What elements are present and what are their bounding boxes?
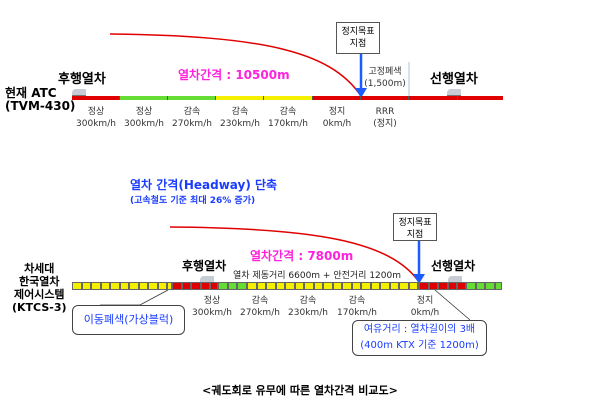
segment-label: 정지 0km/h <box>410 296 440 318</box>
segment-label: 감속 270km/h <box>240 296 280 318</box>
fixed-block-label: 고정폐색 (1,500m) <box>364 67 406 89</box>
track-cell <box>157 282 167 290</box>
arrow-down-icon <box>413 274 425 284</box>
headway-title: 열차 간격(Headway) 단축 <box>130 178 278 192</box>
track-cell <box>167 282 172 290</box>
track-cell <box>485 282 495 290</box>
braking-curve-top <box>109 33 362 97</box>
track-cell <box>438 282 448 290</box>
headway-subtitle: (고속철도 기준 최대 26% 증가) <box>130 196 256 206</box>
segment-label: 정상 300km/h <box>124 107 164 129</box>
train-icon <box>72 89 86 96</box>
track-cell <box>100 282 110 290</box>
arrow-down-icon <box>355 88 367 98</box>
margin-callout: 여유거리 : 열차길이의 3배 (400m KTX 기준 1200m) <box>352 320 487 356</box>
leader-train-label: 선행열차 <box>430 72 478 87</box>
segment-label: 정지 0km/h <box>322 107 352 129</box>
segment-label: 감속 170km/h <box>337 296 377 318</box>
segment-label: 정상 300km/h <box>192 296 232 318</box>
track-cell <box>191 282 201 290</box>
track-cell <box>172 282 182 290</box>
track-cell <box>399 282 409 290</box>
track-cell <box>361 282 371 290</box>
track-cell <box>304 282 314 290</box>
track-cell <box>351 282 361 290</box>
segment-label: 감속 230km/h <box>220 107 260 129</box>
segment-label: 감속 170km/h <box>268 107 308 129</box>
track-cell <box>494 282 502 290</box>
track-cell <box>110 282 120 290</box>
track-cell <box>419 282 429 290</box>
track-cell <box>380 282 390 290</box>
track-cell <box>237 282 247 290</box>
track-cell <box>342 282 352 290</box>
follower-train-label: 후행열차 <box>58 72 106 87</box>
follower-train-label: 후행열차 <box>182 259 227 273</box>
segment-label: RRR (정지) <box>373 107 397 129</box>
track-cell <box>389 282 399 290</box>
moving-block-callout: 이동폐색(가상블럭) <box>72 305 185 335</box>
headway-label: 열차간격 : 10500m <box>178 68 290 82</box>
segment-label: 감속 230km/h <box>288 296 328 318</box>
system-label: (TVM-430) <box>5 99 76 113</box>
braking-curve-bottom <box>169 226 420 283</box>
track-cell <box>475 282 485 290</box>
track-cell <box>408 282 418 290</box>
stop-target-box: 정지목표 지점 <box>336 22 380 54</box>
track-cell <box>247 282 257 290</box>
track-cell <box>200 282 210 290</box>
track-cell <box>119 282 129 290</box>
system-label: 차세대 한국열차 제어시스템 (KTCS-3) <box>12 262 67 314</box>
track-cell <box>285 282 295 290</box>
train-icon <box>447 89 461 96</box>
track-cell <box>91 282 101 290</box>
track-cell <box>266 282 276 290</box>
track-cell <box>129 282 139 290</box>
track-cell <box>72 282 82 290</box>
stop-target-box: 정지목표 지점 <box>393 213 437 241</box>
track-cell <box>457 282 466 290</box>
track-cell <box>466 282 476 290</box>
distance-label: 열차 제동거리 6600m + 안전거리 1200m <box>233 271 401 281</box>
track-cell <box>227 282 237 290</box>
track-cell <box>332 282 342 290</box>
caption: <궤도회로 유무에 따른 열차간격 비교도> <box>202 384 398 397</box>
track-cell <box>148 282 158 290</box>
track-cell <box>218 282 228 290</box>
track-cell <box>181 282 191 290</box>
track-cell <box>256 282 266 290</box>
track-cell <box>313 282 323 290</box>
track-cell <box>138 282 148 290</box>
track-cell <box>370 282 380 290</box>
segment-label: 감속 270km/h <box>172 107 212 129</box>
headway-label: 열차간격 : 7800m <box>250 249 354 263</box>
track-cell <box>428 282 438 290</box>
system-label: 현재 ATC <box>5 86 57 100</box>
track-cell <box>294 282 304 290</box>
track-cell <box>275 282 285 290</box>
track-cell <box>81 282 91 290</box>
segment-label: 정상 300km/h <box>76 107 116 129</box>
track-cell <box>210 282 218 290</box>
track-cell <box>447 282 457 290</box>
leader-train-label: 선행열차 <box>431 259 476 273</box>
track-cell <box>323 282 333 290</box>
